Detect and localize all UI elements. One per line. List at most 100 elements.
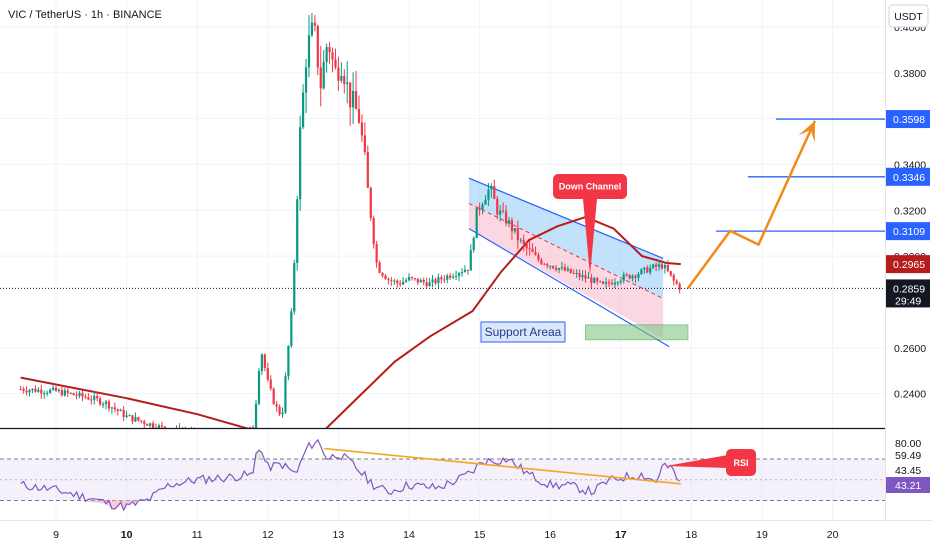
candle-body xyxy=(43,393,46,395)
horizontal-levels xyxy=(716,118,885,232)
candle-body xyxy=(275,404,278,407)
candle-body xyxy=(649,267,652,273)
candle-body xyxy=(613,282,617,285)
candle-body xyxy=(125,415,128,418)
candle-body xyxy=(378,262,381,273)
price-badge xyxy=(886,255,930,274)
candle-body xyxy=(499,210,502,215)
candle-body xyxy=(263,354,266,368)
candle-body xyxy=(167,430,169,432)
candle-body xyxy=(566,268,569,271)
candle-body xyxy=(366,152,369,188)
candle-body xyxy=(575,273,578,275)
candle-body xyxy=(228,436,230,440)
candle-body xyxy=(669,271,672,276)
candle-body xyxy=(463,269,466,273)
chart-title: VIC / TetherUS · 1h · BINANCE xyxy=(8,9,162,21)
candle-body xyxy=(513,228,516,232)
candle-body xyxy=(104,401,108,404)
price-scale[interactable]: 0.40000.38000.36000.34000.32000.30000.26… xyxy=(886,22,930,401)
level-badge xyxy=(886,167,930,186)
candle-body xyxy=(466,269,469,271)
candle-body xyxy=(40,389,43,394)
countdown-label: 29:49 xyxy=(895,295,921,307)
candle-body xyxy=(122,409,125,418)
candle-body xyxy=(660,264,664,269)
currency-button[interactable]: USDT xyxy=(888,4,929,28)
moving-average-line xyxy=(20,216,681,428)
candle-body xyxy=(173,431,175,432)
candle-body xyxy=(657,264,661,267)
candle-body xyxy=(51,387,55,390)
candle-body xyxy=(184,432,186,433)
candle-body xyxy=(31,388,34,391)
candle-body xyxy=(531,248,534,253)
time-tick-label: 19 xyxy=(756,529,768,541)
down-channel-callout: Down Channel xyxy=(553,174,627,275)
candle-body xyxy=(646,267,649,273)
candle-body xyxy=(78,392,81,396)
candle-body xyxy=(449,275,452,278)
time-axis[interactable]: 9 10 11 12 13 14 15 16 17 18 19 20 xyxy=(53,529,839,541)
candle-body xyxy=(572,272,575,274)
rsi-line xyxy=(20,438,680,512)
candle-body xyxy=(19,389,22,391)
candle-body xyxy=(343,75,346,85)
candle-body xyxy=(304,67,308,93)
candle-body xyxy=(57,390,61,392)
candle-body xyxy=(396,280,399,284)
candle-body xyxy=(260,354,264,372)
candle-body xyxy=(631,275,634,279)
candle-body xyxy=(257,371,261,404)
candle-body xyxy=(628,274,631,279)
candle-body xyxy=(208,436,210,439)
candle-body xyxy=(69,392,72,394)
candle-body xyxy=(220,435,222,438)
candle-body xyxy=(402,281,405,285)
candle-body xyxy=(460,272,464,274)
candle-body xyxy=(619,280,622,283)
candle-body xyxy=(637,274,640,278)
candle-body xyxy=(443,279,446,281)
rsi-callout: RSI xyxy=(666,449,756,476)
candle-body xyxy=(107,401,111,409)
candle-body xyxy=(393,280,396,282)
candle-body xyxy=(457,273,461,277)
candle-body xyxy=(278,406,281,415)
support-area xyxy=(585,324,689,341)
candle-body xyxy=(328,47,331,53)
candle-body xyxy=(90,399,93,401)
candle-body xyxy=(510,220,514,232)
candle-body xyxy=(157,425,161,428)
candle-body xyxy=(199,435,201,436)
candle-body xyxy=(584,275,587,279)
candle-body xyxy=(72,393,75,396)
candle-body xyxy=(131,415,134,422)
candle-body xyxy=(404,280,408,282)
candle-body xyxy=(254,403,258,428)
candle-body xyxy=(663,264,667,269)
candle-body xyxy=(226,439,228,440)
candle-body xyxy=(354,90,358,110)
candle-body xyxy=(337,67,340,81)
candle-body xyxy=(384,275,387,280)
candle-body xyxy=(407,277,411,281)
candle-body xyxy=(519,239,522,241)
candle-body xyxy=(552,265,555,269)
candle-body xyxy=(137,417,140,421)
candle-body xyxy=(284,376,287,413)
channel-upper-fill xyxy=(469,178,664,299)
candle-body xyxy=(490,186,493,190)
candle-body xyxy=(557,268,561,270)
candle-body xyxy=(34,388,37,392)
candle-body xyxy=(25,390,28,393)
candle-body xyxy=(640,269,643,275)
candle-body xyxy=(546,264,549,266)
candle-body xyxy=(372,217,375,244)
candle-body xyxy=(469,250,472,271)
time-tick-label: 15 xyxy=(474,529,486,541)
candle-body xyxy=(360,122,364,136)
candle-body xyxy=(151,423,155,428)
